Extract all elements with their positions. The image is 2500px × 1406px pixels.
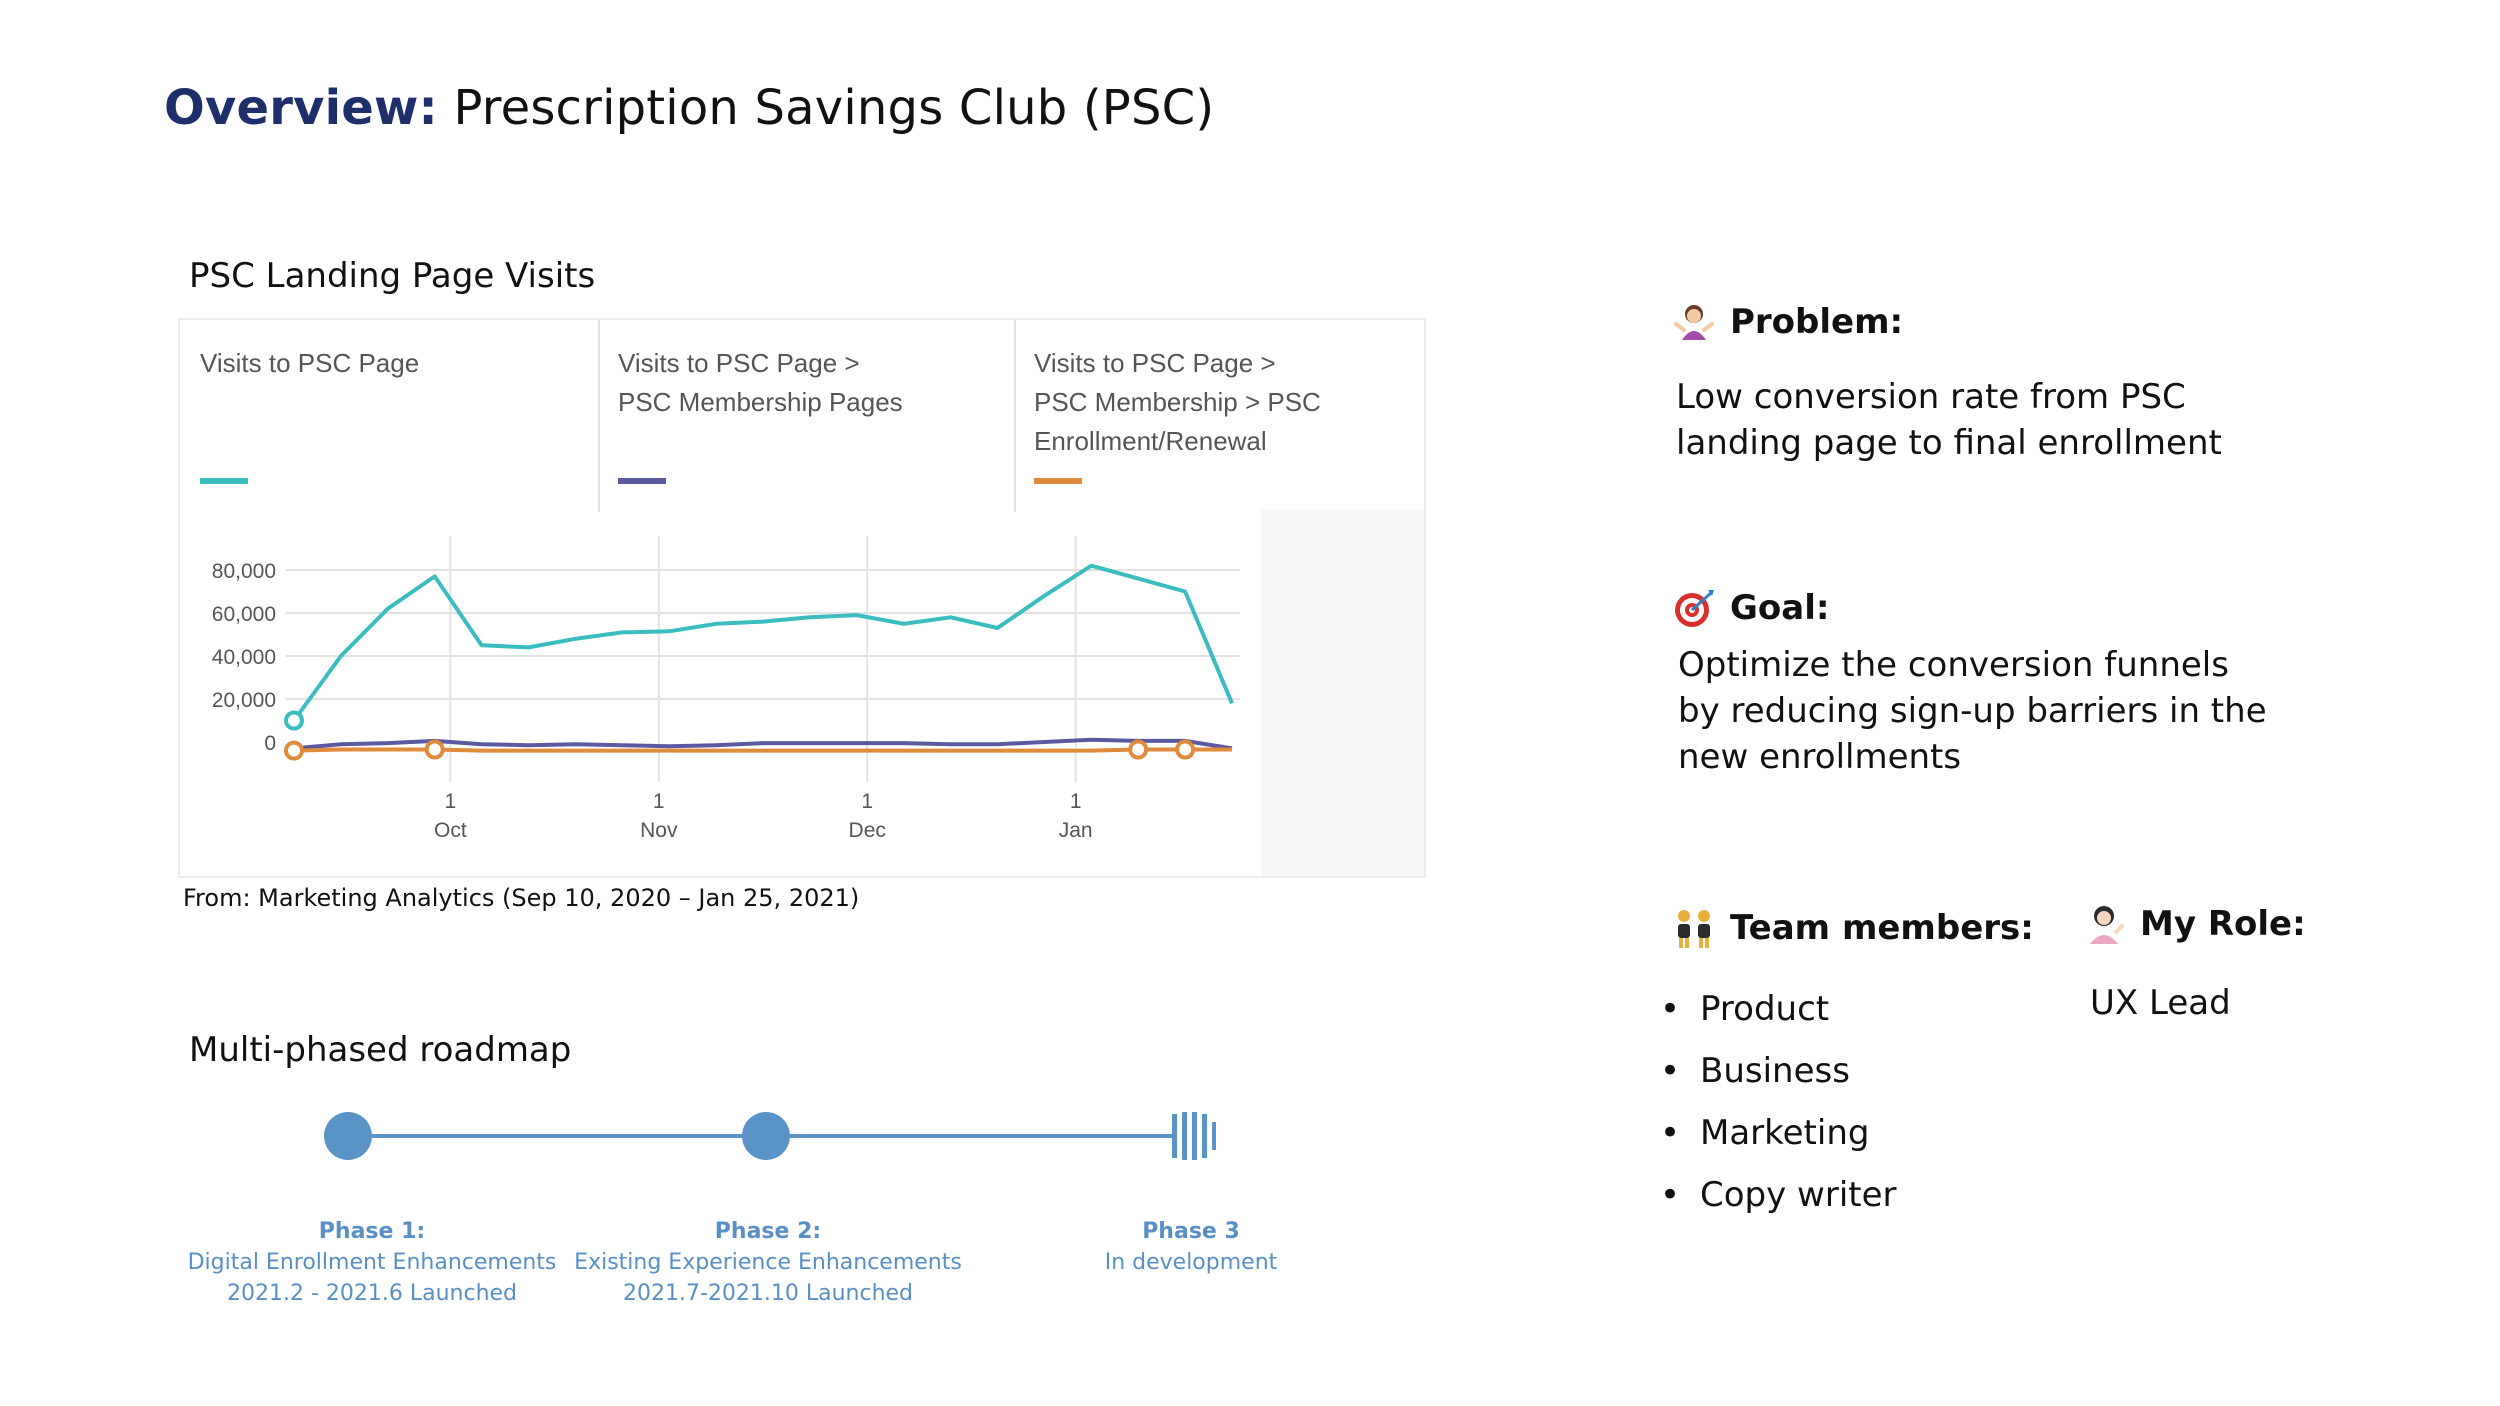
phase-status: 2021.7-2021.10 Launched (622, 1281, 914, 1306)
role-value: UX Lead (2090, 983, 2231, 1023)
x-tick-month: Dec (849, 819, 886, 842)
phase-3-node (1172, 1112, 1216, 1160)
roadmap-heading: Multi-phased roadmap (189, 1030, 572, 1070)
data-point (1128, 739, 1149, 760)
x-tick-day: 1 (1070, 790, 1082, 813)
x-tick-day: 1 (444, 790, 456, 813)
chart-source-note: From: Marketing Analytics (Sep 10, 2020 … (183, 884, 860, 912)
y-tick-label: 40,000 (212, 646, 276, 669)
goal-heading-text: Goal: (1730, 588, 1830, 628)
phase-2-label: Phase 2: Existing Experience Enhancement… (574, 1216, 962, 1309)
legend-item-enrollment: Visits to PSC Page > PSC Membership > PS… (1014, 320, 1424, 510)
phase-1-label: Phase 1: Digital Enrollment Enhancements… (188, 1216, 557, 1309)
legend-label: Visits to PSC Page > PSC Membership > PS… (1034, 348, 1321, 456)
phase-description: Existing Experience Enhancements (574, 1250, 962, 1275)
y-tick-label: 0 (264, 732, 276, 755)
series-line (292, 563, 1234, 722)
x-tick-month: Oct (434, 819, 467, 842)
data-point (284, 740, 304, 761)
legend-divider (598, 320, 600, 512)
goal-heading: Goal: (1672, 586, 1829, 630)
line-chart: 0 20,000 40,000 60,000 80,000 1 Oct 1 Nov 1 Dec 1 Ja… (212, 510, 1424, 876)
list-item: Business (1660, 1040, 1897, 1102)
phase-1-node (324, 1112, 372, 1160)
dart-target-icon (1675, 590, 1714, 627)
data-point (1175, 739, 1196, 760)
y-tick-label: 60,000 (212, 603, 276, 626)
phase-3-label: Phase 3 In development (1105, 1216, 1278, 1278)
two-people-icon (1678, 910, 1710, 948)
legend-label: Visits to PSC Page (200, 348, 420, 378)
chart-heading: PSC Landing Page Visits (189, 256, 596, 296)
legend-item-membership: Visits to PSC Page > PSC Membership Page… (598, 320, 1014, 510)
legend-label: Visits to PSC Page > PSC Membership Page… (618, 348, 903, 417)
y-tick-label: 80,000 (212, 560, 276, 583)
team-heading: Team members: (1672, 906, 2034, 950)
phase-2-node (742, 1112, 790, 1160)
chart-panel: Visits to PSC Page Visits to PSC Page > … (178, 318, 1426, 878)
phase-title: Phase 2: (714, 1219, 822, 1244)
list-item: Product (1660, 978, 1897, 1040)
x-tick-day: 1 (861, 790, 873, 813)
legend-swatch (200, 478, 248, 484)
phase-description: In development (1104, 1250, 1278, 1275)
role-heading: My Role: (2082, 902, 2306, 946)
legend-swatch (618, 478, 666, 484)
list-item: Marketing (1660, 1102, 1897, 1164)
phase-description: Digital Enrollment Enhancements (187, 1250, 557, 1275)
chart-series (284, 563, 1234, 761)
person-tipping-hand-icon (2090, 906, 2124, 944)
title-rest: Prescription Savings Club (PSC) (453, 80, 1215, 136)
chart-side-panel (1261, 510, 1424, 876)
data-point (284, 710, 304, 731)
x-tick-month: Nov (640, 819, 678, 842)
person-shrugging-icon (1674, 305, 1714, 340)
list-item: Copy writer (1660, 1164, 1897, 1226)
problem-heading: Problem: (1672, 300, 1903, 344)
phase-status: 2021.2 - 2021.6 Launched (226, 1281, 518, 1306)
problem-heading-text: Problem: (1730, 302, 1904, 342)
team-list: Product Business Marketing Copy writer (1660, 978, 1897, 1226)
title-lead: Overview: (164, 80, 438, 136)
goal-text: Optimize the conversion funnels by reduc… (1678, 645, 2267, 777)
x-tick-month: Jan (1059, 819, 1093, 842)
roadmap-timeline (324, 1112, 1216, 1160)
x-tick-day: 1 (653, 790, 665, 813)
phase-title: Phase 1: (318, 1219, 426, 1244)
data-point (424, 739, 445, 760)
phase-title: Phase 3 (1142, 1219, 1240, 1244)
series-line (293, 747, 1232, 753)
problem-text: Low conversion rate from PSC landing pag… (1676, 377, 2222, 463)
chart-labels: 0 20,000 40,000 60,000 80,000 1 Oct 1 Nov 1 Dec 1 Ja… (212, 560, 1093, 842)
y-tick-label: 20,000 (212, 689, 276, 712)
page-title: Overview: Prescription Savings Club (PSC… (164, 80, 1214, 136)
team-heading-text: Team members: (1730, 908, 2034, 948)
legend-swatch (1034, 478, 1082, 484)
legend-item-visits: Visits to PSC Page (180, 320, 598, 510)
role-heading-text: My Role: (2140, 904, 2306, 944)
legend-divider (1014, 320, 1016, 512)
series-line (293, 737, 1233, 751)
